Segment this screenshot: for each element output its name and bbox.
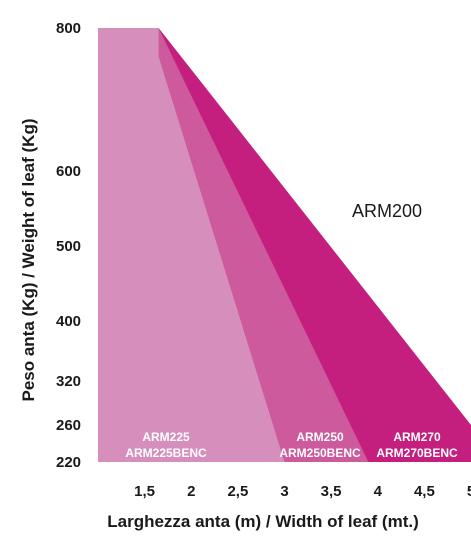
y-axis-title: Peso anta (Kg) / Weight of leaf (Kg) [19, 118, 38, 401]
x-tick-label: 1,5 [134, 483, 155, 500]
y-tick-labels: 800 600 500 400 320 260 220 [56, 20, 81, 471]
region-label-arm270: ARM270 [393, 430, 441, 444]
x-tick-label: 3 [280, 483, 288, 500]
y-tick-label: 500 [56, 238, 81, 255]
series-label-arm200: ARM200 [352, 201, 422, 221]
x-tick-label: 4,5 [414, 483, 435, 500]
x-tick-label: 2,5 [227, 483, 248, 500]
x-tick-label: 3,5 [321, 483, 342, 500]
x-tick-label: 5 [467, 483, 471, 500]
region-label-arm270benc: ARM270BENC [376, 446, 458, 460]
region-label-arm225: ARM225 [142, 430, 190, 444]
x-tick-label: 2 [187, 483, 195, 500]
x-axis-title: Larghezza anta (m) / Width of leaf (mt.) [107, 512, 419, 531]
x-tick-label: 4 [374, 483, 383, 500]
region-label-arm250: ARM250 [296, 430, 344, 444]
y-tick-label: 220 [56, 454, 81, 471]
region-label-arm250benc: ARM250BENC [279, 446, 361, 460]
y-tick-label: 320 [56, 373, 81, 390]
chart-regions [98, 28, 471, 462]
y-tick-label: 800 [56, 20, 81, 37]
y-tick-label: 260 [56, 417, 81, 434]
x-tick-labels: 1,5 2 2,5 3 3,5 4 4,5 5 [134, 483, 471, 500]
y-tick-label: 600 [56, 163, 81, 180]
region-label-arm225benc: ARM225BENC [125, 446, 207, 460]
y-tick-label: 400 [56, 313, 81, 330]
